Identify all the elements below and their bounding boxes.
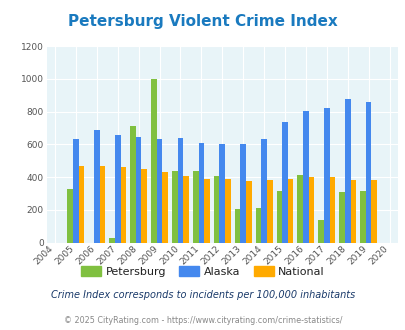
Bar	[151, 79, 156, 243]
Bar	[359, 191, 365, 243]
Bar	[234, 209, 240, 243]
Bar	[287, 179, 293, 243]
Bar	[67, 189, 73, 243]
Bar	[177, 138, 183, 243]
Bar	[323, 108, 329, 243]
Bar	[120, 167, 126, 243]
Bar	[156, 140, 162, 243]
Bar	[100, 166, 105, 243]
Bar	[297, 176, 303, 243]
Bar	[318, 220, 323, 243]
Text: Crime Index corresponds to incidents per 100,000 inhabitants: Crime Index corresponds to incidents per…	[51, 290, 354, 300]
Bar	[130, 126, 136, 243]
Bar	[224, 179, 230, 243]
Bar	[308, 177, 313, 243]
Bar	[255, 208, 261, 243]
Text: © 2025 CityRating.com - https://www.cityrating.com/crime-statistics/: © 2025 CityRating.com - https://www.city…	[64, 316, 341, 325]
Bar	[329, 177, 335, 243]
Bar	[73, 140, 79, 243]
Bar	[109, 238, 115, 243]
Bar	[365, 102, 371, 243]
Bar	[281, 122, 287, 243]
Text: Petersburg Violent Crime Index: Petersburg Violent Crime Index	[68, 14, 337, 29]
Bar	[192, 171, 198, 243]
Bar	[213, 176, 219, 243]
Bar	[204, 179, 209, 243]
Bar	[261, 140, 266, 243]
Bar	[115, 135, 120, 243]
Bar	[266, 181, 272, 243]
Bar	[136, 137, 141, 243]
Bar	[344, 99, 350, 243]
Bar	[172, 171, 177, 243]
Bar	[219, 144, 224, 243]
Bar	[303, 111, 308, 243]
Bar	[276, 191, 281, 243]
Bar	[94, 130, 100, 243]
Bar	[183, 176, 188, 243]
Bar	[240, 144, 245, 243]
Bar	[141, 169, 147, 243]
Bar	[79, 166, 84, 243]
Bar	[339, 192, 344, 243]
Legend: Petersburg, Alaska, National: Petersburg, Alaska, National	[77, 261, 328, 281]
Bar	[162, 172, 168, 243]
Bar	[350, 181, 355, 243]
Bar	[371, 181, 376, 243]
Bar	[245, 181, 251, 243]
Bar	[198, 143, 204, 243]
